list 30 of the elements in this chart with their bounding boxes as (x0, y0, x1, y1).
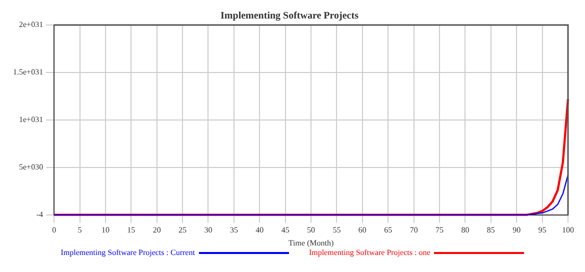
x-axis-title: Time (Month) (288, 238, 334, 248)
x-tick-label: 60 (358, 226, 366, 235)
x-tick-label: 70 (410, 226, 418, 235)
x-tick-label: 55 (332, 226, 341, 235)
text: Implementing Software Projects : Current (60, 248, 195, 257)
x-tick-label: 75 (436, 226, 444, 235)
x-tick-label: 45 (281, 226, 290, 235)
x-tick-label: 30 (204, 226, 212, 235)
x-tick-label: 85 (486, 226, 495, 235)
y-tick-label: 1e+031 (19, 114, 44, 124)
x-tick-label: 50 (307, 226, 316, 235)
chart-title: Implementing Software Projects (220, 10, 359, 22)
x-tick-label: 65 (384, 226, 392, 235)
x-tick-label: 5 (78, 226, 82, 235)
y-tick-label: 5e+030 (19, 162, 44, 172)
x-tick-label: 40 (256, 226, 264, 235)
x-tick-label: 90 (512, 226, 521, 235)
x-tick-label: 15 (127, 226, 136, 235)
y-tick-label: -4 (36, 210, 44, 219)
y-tick-label: 1.5e+031 (13, 68, 44, 77)
text: Implementing Software Projects : one (308, 248, 430, 257)
x-tick-label: 0 (52, 226, 56, 235)
x-tick-label: 35 (230, 226, 238, 235)
x-tick-label: 80 (461, 226, 470, 235)
x-tick-label: 95 (538, 226, 546, 235)
x-tick-label: 25 (178, 226, 187, 235)
x-tick-label: 10 (101, 226, 110, 235)
y-tick-label: 2e+031 (19, 20, 44, 30)
x-tick-label: 100 (562, 226, 574, 235)
x-tick-label: 20 (152, 226, 161, 235)
